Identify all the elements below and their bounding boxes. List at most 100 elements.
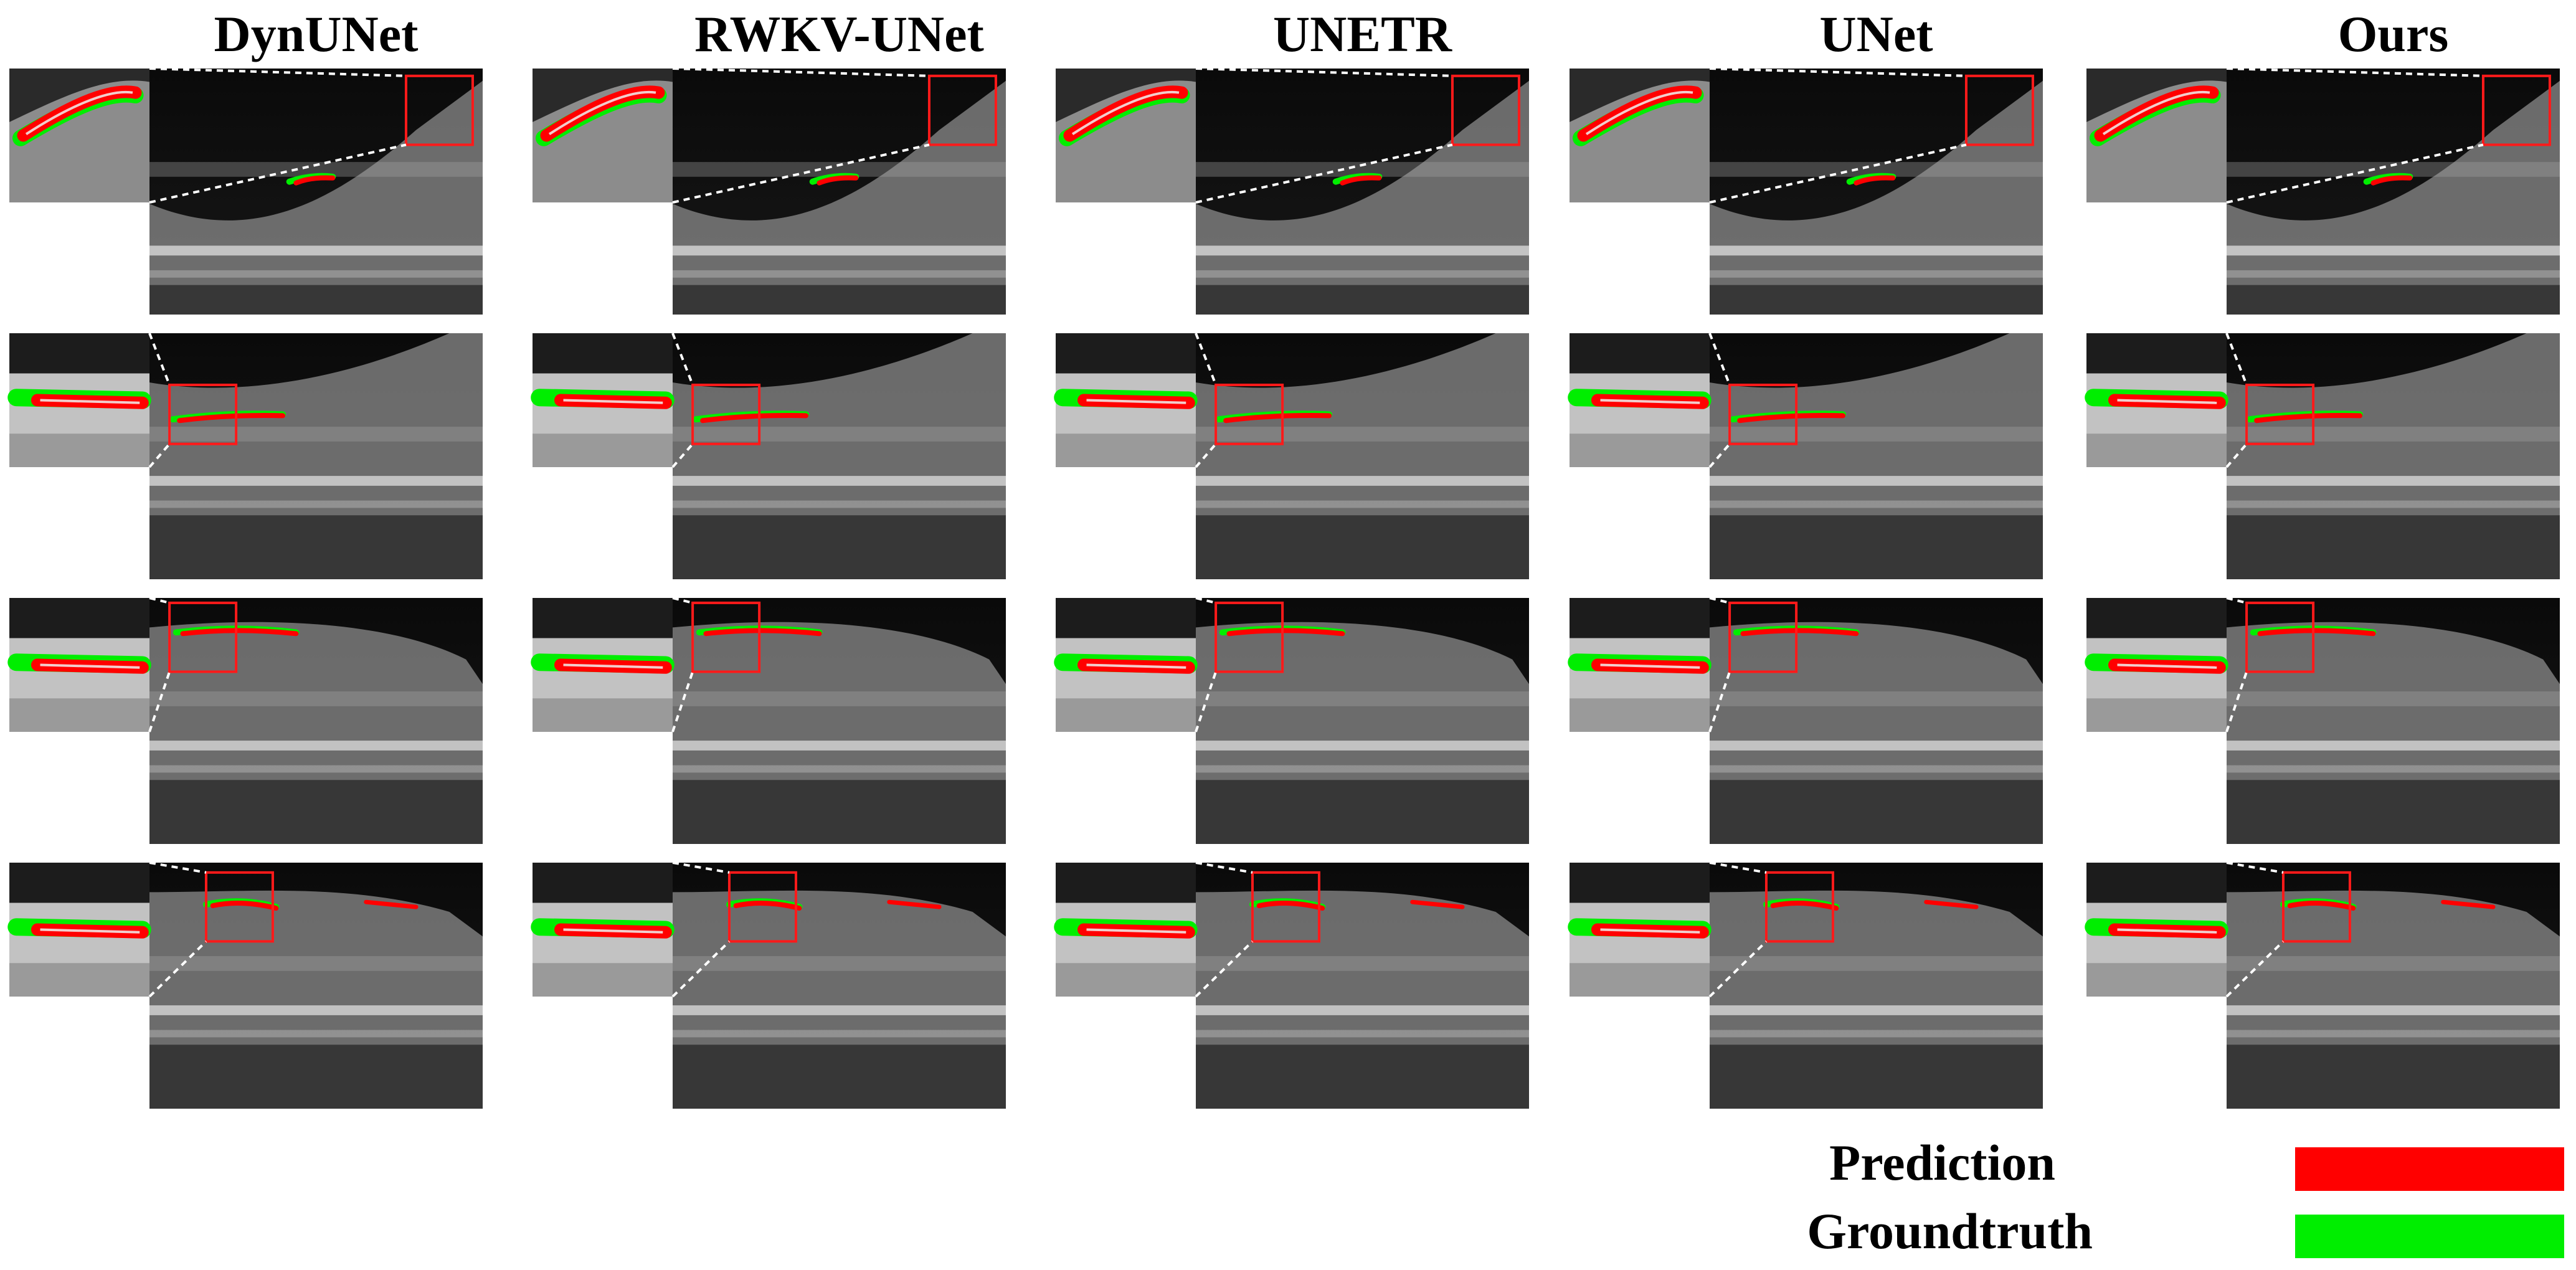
oct-zoom-inset [1056, 69, 1196, 202]
zoom-connector-line [672, 597, 693, 604]
oct-zoom-inset [531, 598, 675, 732]
prediction-contour [2257, 628, 2376, 637]
oct-main-image [673, 69, 1006, 315]
oct-main-image [1196, 863, 1529, 1109]
zoom-region-box [168, 601, 238, 673]
zoom-region-box [727, 871, 797, 943]
result-panel [1570, 67, 2043, 315]
zoom-connector-line [2226, 861, 2284, 874]
result-panel [7, 861, 483, 1109]
result-panel [2085, 861, 2560, 1109]
prediction-contour [1737, 413, 1845, 424]
oct-zoom-inset [2085, 863, 2228, 997]
result-panel [1054, 597, 1529, 844]
prediction-contour [1410, 899, 1465, 909]
result-panel [531, 333, 1006, 579]
zoom-connector-line [148, 443, 171, 468]
oct-zoom-inset [7, 863, 151, 997]
zoom-connector-line [1195, 67, 1453, 77]
result-panel [2085, 597, 2560, 844]
oct-zoom-inset [1568, 333, 1712, 467]
oct-main-image [673, 333, 1006, 579]
zoom-connector-line [672, 143, 930, 204]
oct-zoom-inset [7, 333, 151, 467]
prediction-contour [364, 899, 419, 909]
zoom-connector-line [671, 333, 694, 386]
oct-main-image [1710, 69, 2043, 315]
prediction-contour [2254, 413, 2362, 424]
oct-main-image [1710, 863, 2043, 1109]
zoom-connector-line [149, 597, 170, 604]
oct-main-image [1196, 598, 1529, 844]
oct-main-image [1196, 69, 1529, 315]
result-panel [1054, 861, 1529, 1109]
result-panel [9, 67, 483, 315]
result-panel [533, 67, 1006, 315]
prediction-contour [180, 628, 299, 637]
method-title-dynunet: DynUNet [214, 6, 419, 62]
prediction-contour [293, 175, 336, 186]
oct-zoom-inset [2085, 333, 2228, 467]
result-panel [7, 597, 483, 844]
zoom-connector-line [1708, 940, 1768, 998]
zoom-connector-line [149, 67, 407, 77]
zoom-region-box [168, 383, 238, 445]
prediction-contour [2370, 175, 2413, 186]
zoom-connector-line [1709, 597, 1730, 604]
prediction-contour [1854, 175, 1896, 186]
zoom-connector-line [1709, 67, 1967, 77]
oct-main-image [149, 69, 483, 315]
prediction-contour [177, 413, 285, 424]
oct-main-image [2227, 598, 2560, 844]
zoom-connector-line [1708, 443, 1731, 468]
zoom-connector-line [2225, 443, 2248, 468]
oct-main-image [149, 863, 483, 1109]
oct-main-image [673, 598, 1006, 844]
method-title-unetr: UNETR [1272, 6, 1452, 62]
zoom-connector-line [1195, 940, 1254, 998]
method-title-ours: Ours [2337, 6, 2449, 62]
zoom-connector-line [671, 443, 694, 468]
result-panel [2086, 67, 2560, 315]
zoom-connector-line [149, 861, 207, 874]
zoom-connector-line [2226, 143, 2484, 204]
zoom-region-box [404, 74, 474, 146]
oct-zoom-inset [9, 69, 149, 202]
prediction-contour [1226, 628, 1345, 637]
oct-main-image [2227, 333, 2560, 579]
zoom-connector-line [2225, 940, 2285, 998]
result-panel [1056, 67, 1529, 315]
zoom-connector-line [1708, 333, 1731, 386]
oct-zoom-inset [7, 598, 151, 732]
prediction-contour [210, 901, 279, 911]
zoom-region-box [691, 383, 761, 445]
legend-groundtruth-swatch [2295, 1215, 2564, 1258]
oct-zoom-inset [531, 863, 675, 997]
legend-prediction-swatch [2295, 1147, 2564, 1191]
oct-zoom-inset [2086, 69, 2227, 202]
method-title-unet: UNet [1819, 6, 1933, 62]
zoom-connector-line [148, 940, 207, 998]
oct-zoom-inset [1054, 333, 1198, 467]
oct-main-image [1710, 333, 2043, 579]
oct-zoom-inset [533, 69, 673, 202]
prediction-contour [817, 175, 859, 186]
oct-main-image [149, 333, 483, 579]
legend-groundtruth-label: Groundtruth [1807, 1203, 2093, 1259]
prediction-contour [1256, 901, 1325, 911]
result-panel [2085, 333, 2560, 579]
zoom-connector-line [1709, 143, 1967, 204]
zoom-connector-line [672, 67, 930, 77]
oct-main-image [2227, 863, 2560, 1109]
prediction-contour [1770, 901, 1839, 911]
zoom-connector-line [1195, 597, 1216, 604]
oct-zoom-inset [1568, 598, 1712, 732]
zoom-connector-line [2225, 333, 2248, 386]
zoom-region-box [927, 74, 997, 146]
method-title-rwkv-unet: RWKV-UNet [694, 6, 984, 62]
legend-prediction-label: Prediction [1829, 1134, 2055, 1191]
zoom-region-box [691, 601, 761, 673]
prediction-contour [2441, 899, 2496, 909]
zoom-connector-line [2226, 67, 2484, 77]
oct-zoom-inset [1054, 598, 1198, 732]
